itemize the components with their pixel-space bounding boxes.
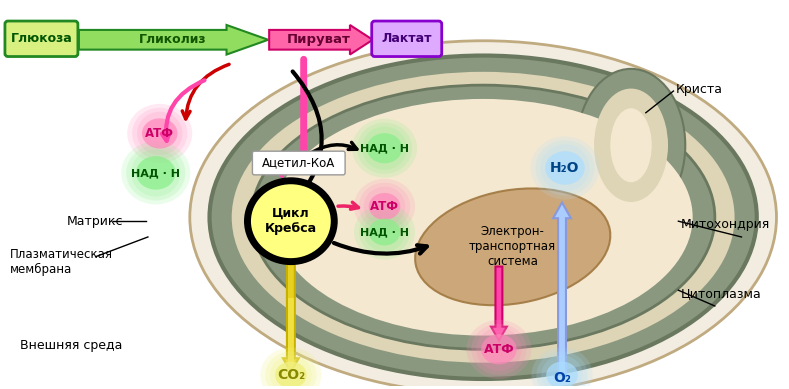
Ellipse shape	[127, 104, 193, 163]
FancyArrow shape	[79, 25, 268, 54]
Ellipse shape	[122, 141, 190, 205]
Ellipse shape	[481, 334, 517, 364]
Text: Глюкоза: Глюкоза	[10, 32, 73, 45]
Text: НАД · Н: НАД · Н	[131, 168, 181, 178]
Ellipse shape	[136, 156, 175, 190]
Ellipse shape	[190, 41, 776, 389]
Ellipse shape	[471, 324, 526, 375]
Text: Электрон-
транспортная
система: Электрон- транспортная система	[469, 225, 556, 268]
Text: Митохондрия: Митохондрия	[680, 218, 769, 231]
Ellipse shape	[132, 108, 187, 159]
Ellipse shape	[546, 362, 578, 389]
Ellipse shape	[354, 179, 415, 234]
Text: Пируват: Пируват	[286, 33, 350, 46]
Text: АТФ: АТФ	[484, 343, 514, 356]
Ellipse shape	[466, 320, 532, 379]
Ellipse shape	[364, 212, 406, 252]
Ellipse shape	[137, 112, 182, 155]
Ellipse shape	[210, 56, 757, 379]
Text: Внешняя среда: Внешняя среда	[20, 339, 122, 352]
FancyArrow shape	[553, 202, 571, 375]
Text: O₂: O₂	[553, 371, 571, 385]
Ellipse shape	[530, 137, 600, 200]
Ellipse shape	[275, 362, 307, 389]
Ellipse shape	[368, 193, 400, 220]
Text: CO₂: CO₂	[277, 368, 305, 382]
Text: Криста: Криста	[675, 82, 723, 96]
Ellipse shape	[252, 85, 715, 349]
Text: Лактат: Лактат	[381, 32, 432, 45]
Ellipse shape	[367, 133, 402, 163]
Ellipse shape	[532, 347, 593, 389]
FancyArrow shape	[288, 298, 294, 372]
Text: АТФ: АТФ	[370, 200, 399, 213]
Ellipse shape	[357, 123, 412, 174]
Ellipse shape	[415, 188, 611, 305]
Ellipse shape	[131, 149, 181, 196]
FancyArrow shape	[495, 266, 503, 294]
Ellipse shape	[477, 328, 522, 371]
Ellipse shape	[537, 351, 588, 389]
Text: Матрикс: Матрикс	[67, 215, 124, 228]
FancyArrow shape	[269, 25, 372, 54]
Text: НАД · Н: НАД · Н	[360, 227, 409, 237]
Ellipse shape	[541, 355, 583, 389]
Ellipse shape	[594, 89, 668, 202]
Ellipse shape	[270, 355, 312, 389]
Text: Плазматическая
мембрана: Плазматическая мембрана	[9, 247, 113, 276]
Ellipse shape	[265, 351, 316, 389]
Text: Цикл
Кребса: Цикл Кребса	[265, 207, 317, 235]
Text: НАД · Н: НАД · Н	[360, 143, 409, 153]
FancyArrow shape	[283, 264, 299, 372]
Text: Цитоплазма: Цитоплазма	[680, 287, 761, 300]
Ellipse shape	[536, 140, 595, 196]
Ellipse shape	[362, 126, 407, 170]
Ellipse shape	[126, 145, 185, 200]
Ellipse shape	[540, 144, 589, 192]
Ellipse shape	[274, 99, 693, 336]
Ellipse shape	[352, 119, 417, 178]
Ellipse shape	[232, 72, 735, 363]
Text: АТФ: АТФ	[145, 127, 174, 140]
Ellipse shape	[368, 219, 400, 245]
FancyArrow shape	[491, 266, 507, 340]
Ellipse shape	[260, 347, 321, 389]
FancyBboxPatch shape	[5, 21, 78, 56]
Ellipse shape	[611, 108, 652, 182]
Ellipse shape	[545, 151, 585, 185]
Ellipse shape	[142, 118, 178, 149]
Ellipse shape	[577, 69, 686, 222]
Ellipse shape	[359, 209, 410, 256]
FancyBboxPatch shape	[372, 21, 442, 56]
Text: Гликолиз: Гликолиз	[139, 33, 206, 46]
Ellipse shape	[248, 181, 335, 262]
Text: Н₂О: Н₂О	[550, 161, 580, 175]
Ellipse shape	[364, 187, 406, 226]
Ellipse shape	[359, 183, 410, 230]
Text: Ацетил-КоА: Ацетил-КоА	[262, 156, 335, 170]
FancyBboxPatch shape	[252, 151, 345, 175]
Ellipse shape	[354, 205, 415, 259]
